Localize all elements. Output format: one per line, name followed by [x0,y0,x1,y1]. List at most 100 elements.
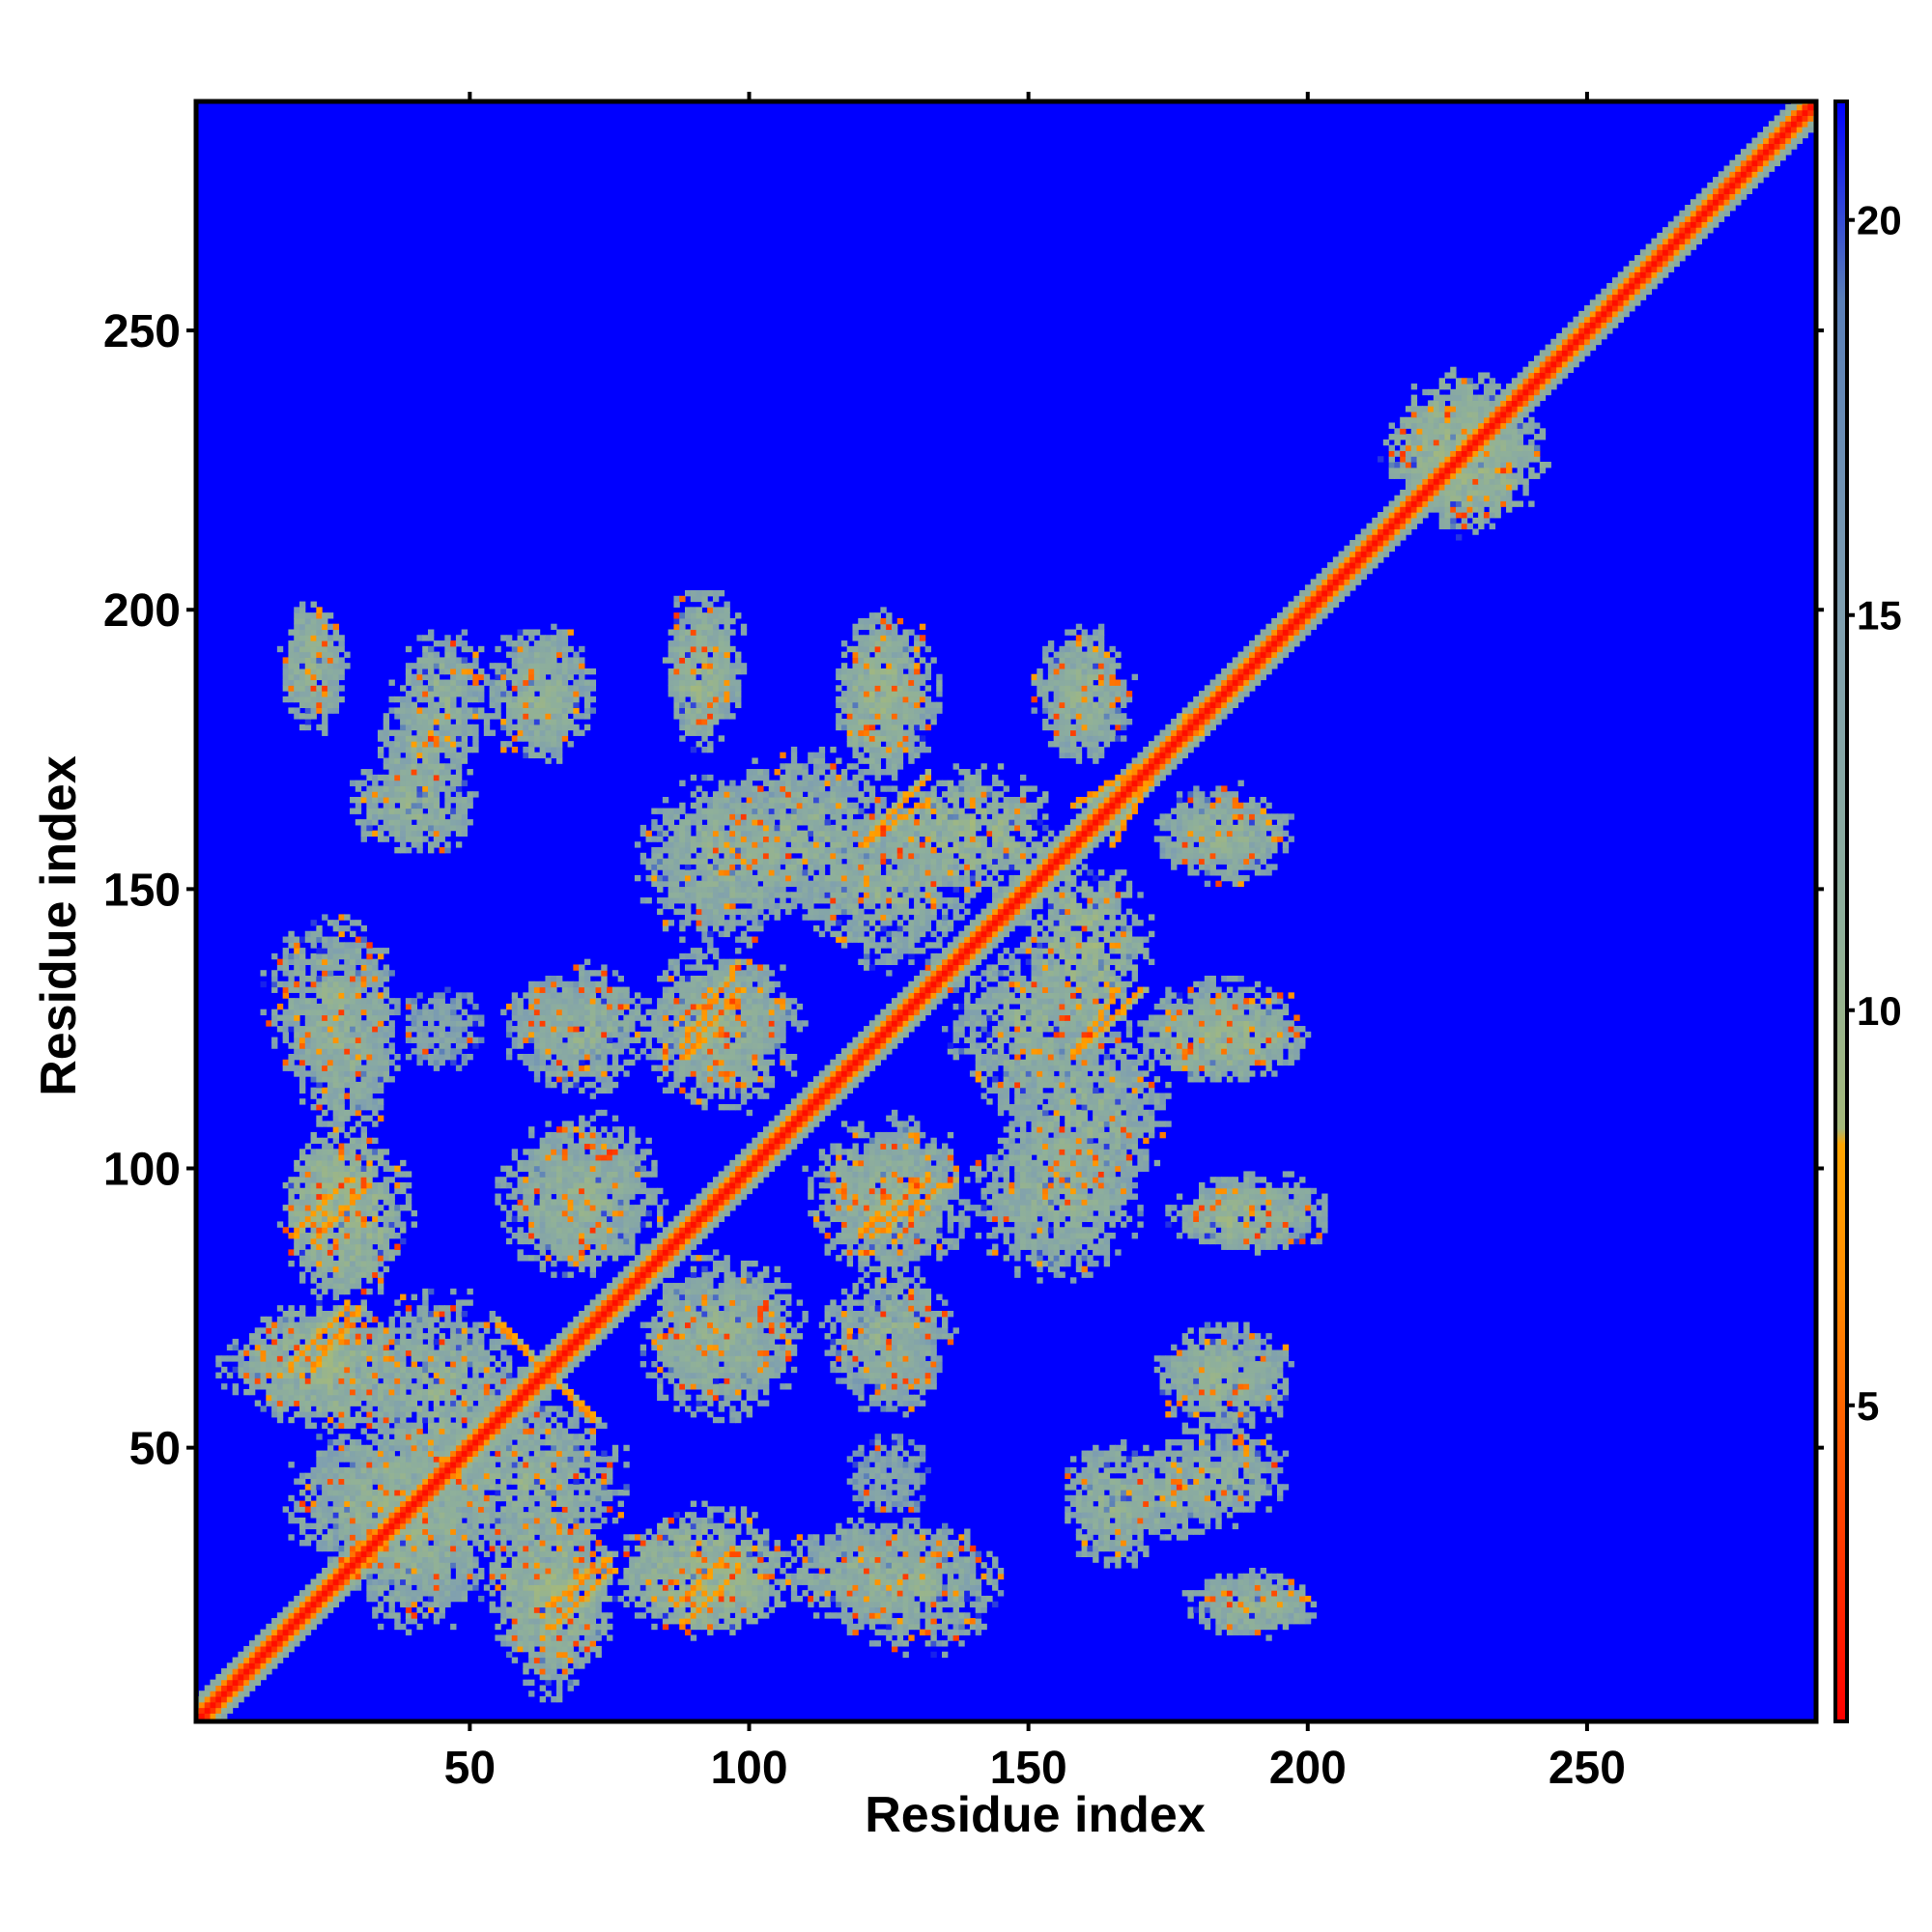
heatmap-cell-run [696,1612,702,1619]
heatmap-cell-run [405,1595,412,1603]
heatmap-cell-run [1165,1388,1172,1396]
heatmap-cell-run [332,1378,340,1384]
heatmap-cell-run [930,1634,937,1641]
heatmap-cell-run [556,1645,563,1653]
heatmap-cell-run [377,1450,384,1457]
heatmap-cell-run [701,1372,708,1378]
heatmap-cell-run [724,1388,730,1396]
heatmap-cell-run [864,1550,870,1557]
heatmap-cell-run [260,1372,267,1378]
heatmap-cell-run [852,1612,859,1619]
heatmap-cell-run [868,1450,876,1457]
heatmap-cell-run [1237,1595,1244,1603]
heatmap-cell-run [1288,1595,1294,1603]
heatmap-cell-run [355,1366,362,1374]
heatmap-cell-run [1243,1456,1250,1463]
heatmap-cell-run [1293,1606,1300,1613]
heatmap-cell-run [243,1679,250,1686]
heatmap-cell-run [495,1584,501,1591]
heatmap-cell-run [752,1528,758,1535]
heatmap-cell-run [874,1606,881,1613]
heatmap-cell-run [679,1584,686,1591]
heatmap-cell-run [539,1422,547,1429]
heatmap-cell-run [288,1388,295,1396]
heatmap-cell-run [1121,1506,1127,1513]
heatmap-cell-run [1115,1528,1122,1535]
heatmap-cell-run [422,1466,429,1474]
heatmap-cell-run [350,1383,356,1390]
heatmap-cell-run [886,1450,893,1457]
heatmap-cell-run [539,1466,547,1474]
heatmap-cell-run [880,1456,887,1463]
heatmap-cell-run [836,1601,842,1608]
heatmap-cell-run [338,1517,345,1524]
heatmap-cell-run [416,1478,423,1485]
heatmap-cell-run [1148,1472,1155,1480]
heatmap-cell-run [886,1601,893,1608]
heatmap-cell-run [483,1411,491,1418]
heatmap-cell-run [298,1378,306,1384]
heatmap-cell-run [1226,1578,1234,1585]
heatmap-cell-run [969,1545,977,1552]
heatmap-cell-run [505,1522,513,1530]
heatmap-cell-run [266,1634,272,1641]
heatmap-cell-run [1271,1590,1278,1597]
heatmap-cell-run [444,1490,451,1496]
heatmap-cell-run [372,1355,379,1362]
heatmap-cell-run [1243,1573,1250,1580]
heatmap-cell-run [583,1500,591,1507]
heatmap-cell-run [1165,1438,1172,1446]
heatmap-cell-run [198,1713,206,1719]
heatmap-cell-run [639,1590,647,1597]
heatmap-cell-run [891,1406,898,1412]
heatmap-cell-run [360,1556,367,1563]
heatmap-cell-run [830,1366,837,1374]
heatmap-cell-run [439,1466,445,1474]
heatmap-cell-run [902,1623,909,1631]
heatmap-cell-run [478,1406,485,1412]
heatmap-cell-run [1226,1478,1234,1485]
heatmap-cell-run [422,1590,429,1597]
heatmap-cell-run [567,1651,574,1659]
heatmap-cell-run [517,1567,524,1575]
heatmap-cell-run [1209,1462,1216,1468]
heatmap-cell-run [583,1578,591,1585]
heatmap-cell-run [360,1494,367,1502]
heatmap-cell-run [1148,1494,1155,1502]
heatmap-cell-run [846,1361,854,1368]
heatmap-cell-run [221,1707,228,1714]
heatmap-cell-run [372,1540,379,1547]
heatmap-cell-run [366,1490,373,1496]
heatmap-cell-run [400,1444,407,1452]
heatmap-cell-run [215,1673,222,1681]
heatmap-cell-run [455,1355,463,1362]
heatmap-cell-run [1226,1444,1234,1452]
heatmap-cell-run [310,1512,317,1519]
heatmap-cell-run [539,1394,547,1402]
heatmap-cell-run [505,1388,513,1396]
heatmap-cell-run [1199,1506,1206,1513]
heatmap-cell-run [886,1550,893,1557]
heatmap-cell-run [908,1545,915,1552]
heatmap-cell-run [673,1595,680,1603]
heatmap-cell-run [551,1562,557,1569]
heatmap-cell-run [1087,1456,1094,1463]
heatmap-cell-run [450,1484,457,1491]
heatmap-cell-run [1087,1472,1094,1480]
heatmap-cell-run [1081,1517,1088,1524]
heatmap-cell-run [388,1361,395,1368]
heatmap-cell-run [539,1640,547,1647]
heatmap-cell-run [936,1595,943,1603]
heatmap-cell-run [1081,1522,1088,1530]
heatmap-cell-run [551,1366,557,1374]
heatmap-cell-run [896,1584,904,1591]
heatmap-cell-run [433,1466,440,1474]
heatmap-cell-run [880,1366,887,1374]
heatmap-cell-run [316,1590,323,1597]
heatmap-cell-run [1260,1378,1266,1384]
heatmap-cell-run [372,1567,379,1575]
heatmap-cell-run [556,1618,563,1625]
heatmap-cell-run [830,1562,842,1569]
heatmap-cell-run [1243,1444,1250,1452]
heatmap-cell-run [701,1578,708,1585]
